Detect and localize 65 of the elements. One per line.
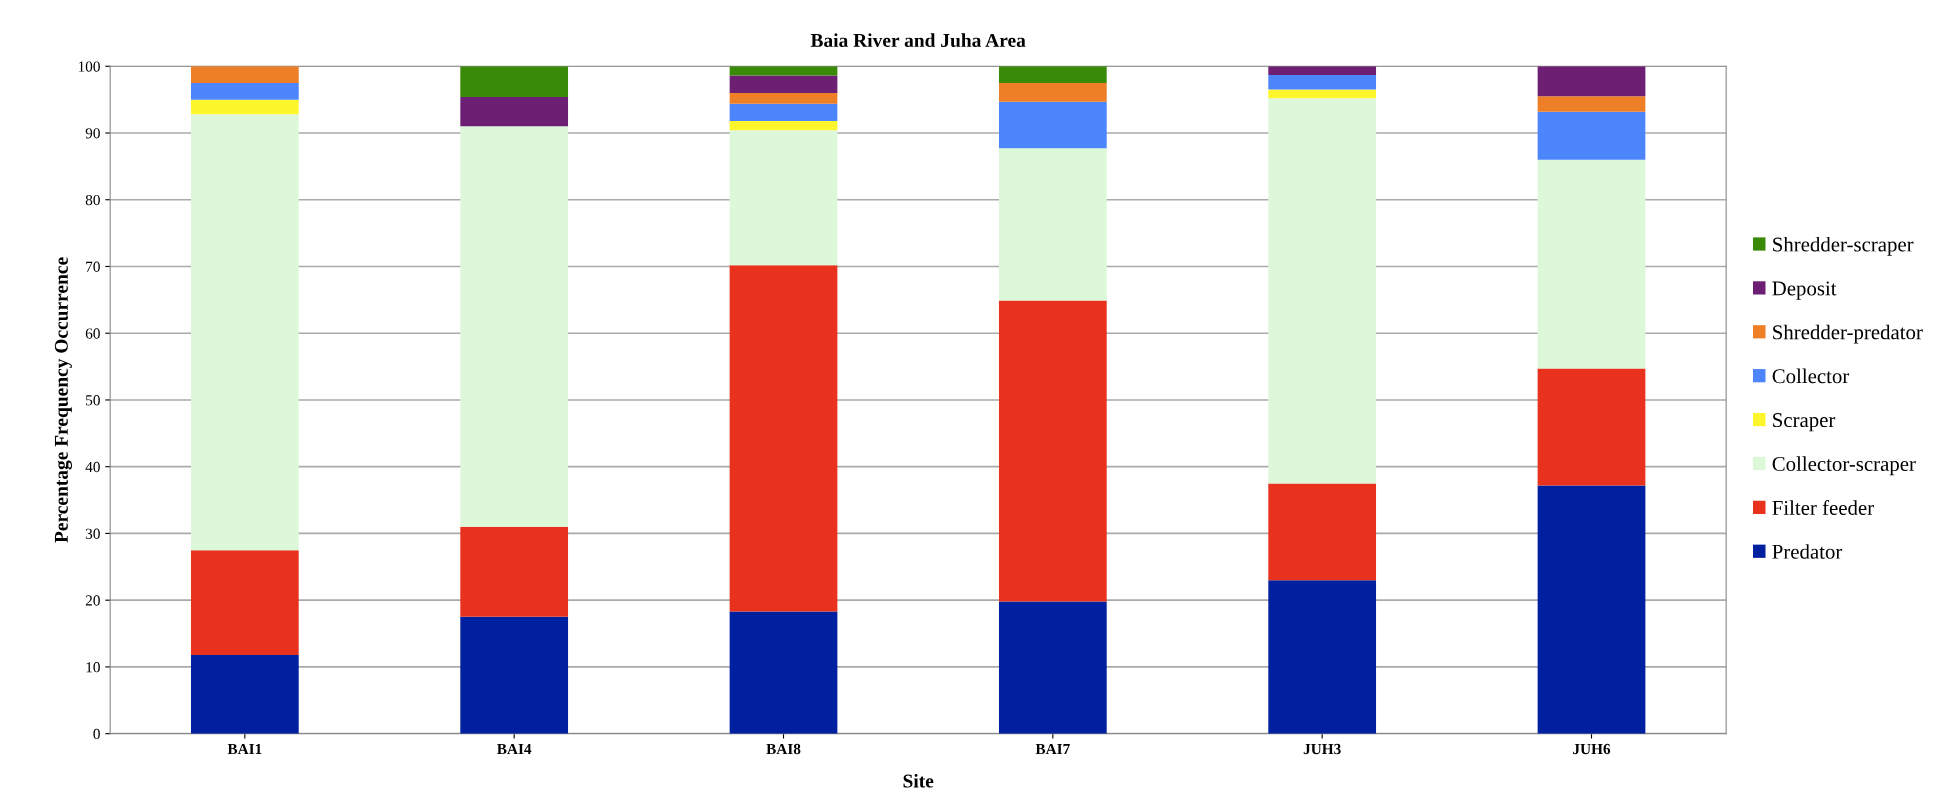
bar [190, 99, 299, 115]
bar [1268, 66, 1377, 75]
bar [1537, 111, 1646, 160]
x-tick-label: JUH3 [1303, 743, 1341, 755]
chart-title: Baia River and Juha Area [810, 33, 1026, 48]
bar [729, 103, 838, 121]
bar [1537, 485, 1646, 734]
bar [998, 82, 1107, 102]
legend-label: Filter feeder [1772, 500, 1874, 515]
bar [1537, 66, 1646, 97]
bar [1537, 159, 1646, 369]
bar [1537, 96, 1646, 112]
y-tick-label: 30 [85, 528, 100, 539]
legend-label: Collector-scraper [1772, 456, 1916, 476]
bar [1268, 580, 1377, 734]
y-tick-label: 0 [93, 728, 100, 740]
bar [729, 130, 838, 266]
bar [190, 654, 299, 734]
bar [998, 300, 1107, 602]
bar [190, 550, 299, 655]
bar [460, 126, 569, 527]
bar [998, 66, 1107, 83]
bar [460, 616, 569, 734]
bar [190, 82, 299, 100]
legend-label: Scraper [1773, 413, 1836, 432]
bar [1537, 368, 1646, 486]
bar [998, 101, 1107, 149]
bar [1268, 89, 1377, 99]
y-tick-label: 60 [85, 328, 100, 339]
y-tick-label: 70 [86, 261, 100, 272]
bar [729, 66, 838, 76]
bar [729, 92, 838, 104]
x-tick-label: BAI1 [227, 743, 262, 755]
bar [729, 265, 838, 612]
bar [998, 601, 1107, 734]
y-tick-label: 90 [85, 128, 100, 139]
x-tick-label: JUH6 [1573, 743, 1611, 755]
y-tick-label: 100 [78, 61, 100, 72]
bar [729, 75, 838, 93]
bar [998, 148, 1107, 301]
bar [460, 526, 569, 617]
y-tick-label: 20 [85, 595, 100, 606]
x-axis-title: Site [903, 773, 934, 788]
bar [190, 66, 299, 83]
legend-label: Shredder-scraper [1773, 236, 1914, 256]
y-tick-label: 40 [85, 461, 100, 473]
bar [190, 114, 299, 551]
bar [729, 120, 838, 131]
legend-label: Deposit [1772, 281, 1837, 300]
y-axis-title: Percentage Frequency Occurrence [54, 257, 72, 543]
y-tick-label: 50 [86, 395, 100, 406]
bar [1268, 98, 1377, 484]
bar [1268, 483, 1377, 581]
bar [1268, 74, 1377, 90]
legend-label: Shredder-predator [1773, 324, 1923, 344]
legend-label: Predator [1772, 544, 1843, 559]
y-tick-label: 10 [86, 662, 100, 673]
bar [729, 611, 838, 734]
x-tick-label: BAI7 [1035, 743, 1070, 755]
legend-label: Collector [1772, 368, 1850, 384]
bar [460, 96, 569, 127]
x-tick-label: BAI4 [497, 743, 532, 755]
x-tick-label: BAI8 [766, 743, 801, 755]
bar [460, 66, 569, 97]
y-tick-label: 80 [85, 194, 100, 206]
